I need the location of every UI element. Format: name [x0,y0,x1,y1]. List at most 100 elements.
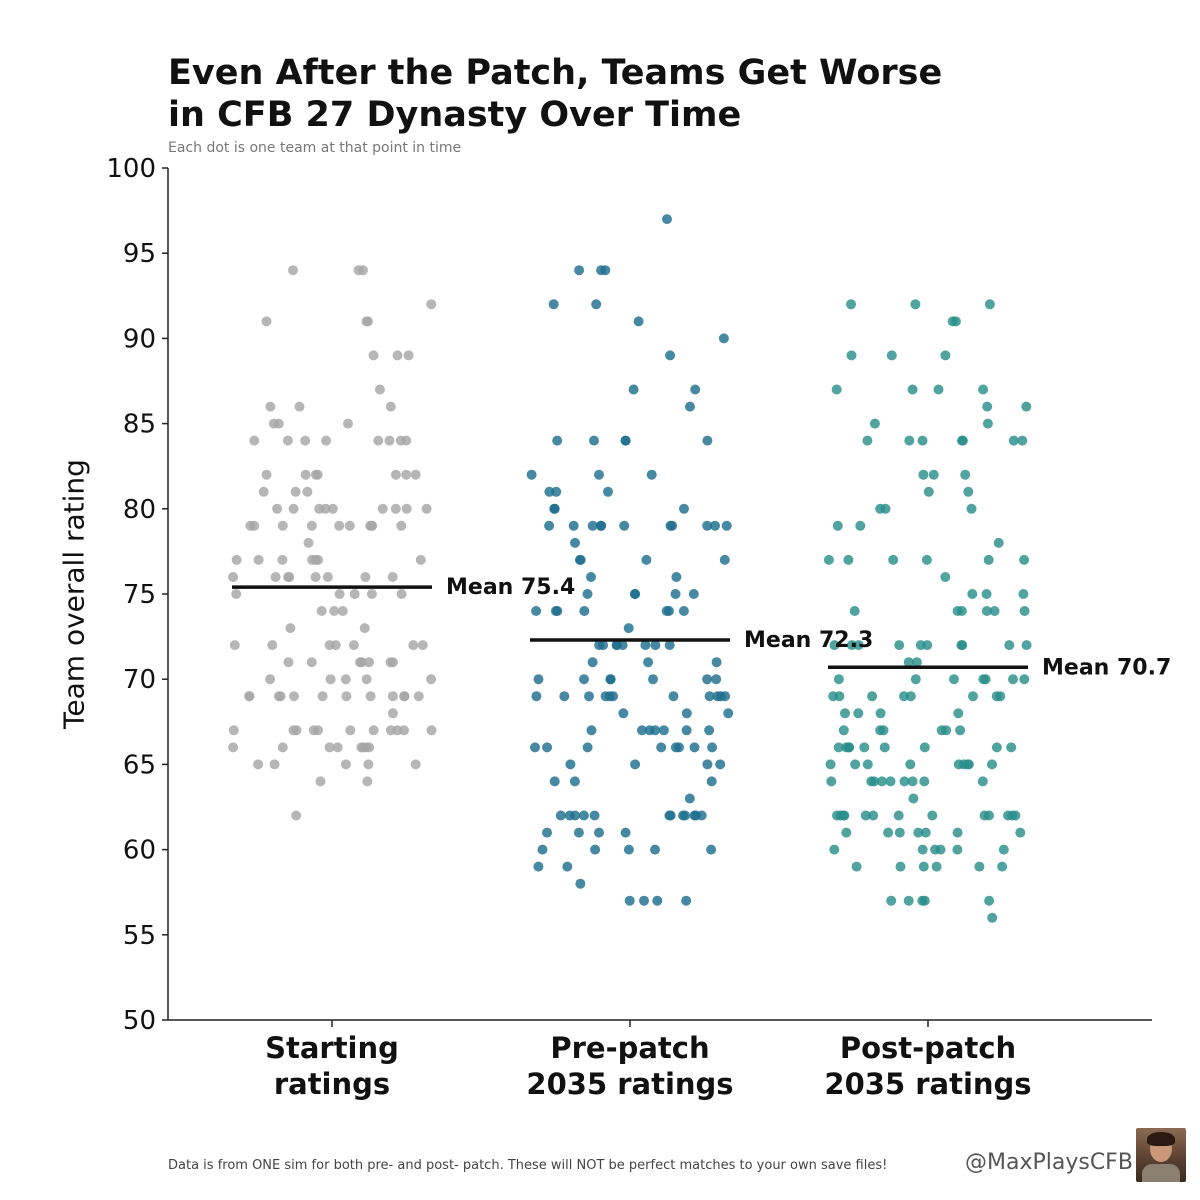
data-point [875,503,886,514]
data-point [317,691,328,702]
data-point [623,623,634,634]
data-point [334,520,345,531]
data-point [895,861,906,872]
data-point [706,844,717,855]
data-point [537,844,548,855]
data-point [410,759,421,770]
data-point [582,742,593,753]
data-point [1004,640,1015,651]
data-point [840,708,850,719]
data-point [306,520,317,531]
data-point [385,657,396,668]
data-point [957,435,968,446]
data-point [399,691,410,702]
x-category-label: Post-patch [840,1031,1016,1065]
data-point [327,503,338,514]
data-point [846,350,857,361]
data-point [828,691,839,702]
x-category-label: Starting [265,1031,399,1065]
data-point [868,810,879,821]
data-point [640,640,651,651]
x-category-label: 2035 ratings [824,1067,1031,1101]
data-point [952,844,963,855]
data-point [533,674,544,685]
data-point [894,827,905,838]
data-point [392,350,403,361]
data-point [628,384,639,395]
data-point [678,606,689,616]
data-point [291,810,302,821]
data-point [917,844,928,855]
data-point [396,589,407,599]
data-point [982,401,993,412]
data-point [952,827,963,838]
y-tick-label: 65 [123,750,156,780]
data-point [710,520,720,531]
data-point [702,759,713,770]
data-point [862,759,873,770]
data-point [940,350,951,361]
data-point [303,537,314,548]
data-point [888,554,899,565]
data-point [850,759,861,770]
data-point [966,503,977,514]
data-point [886,895,897,906]
data-point [718,333,729,344]
data-point [573,827,584,838]
data-point [542,827,552,838]
data-point [968,691,978,702]
data-point [356,657,367,668]
data-point [918,861,929,872]
data-point [689,810,700,821]
data-point [551,486,562,497]
data-point [841,827,852,838]
data-point [903,657,914,668]
data-point [587,520,598,531]
data-point [652,895,663,906]
data-point [273,691,284,702]
data-point [410,469,421,480]
data-point [1006,742,1017,753]
data-point [330,640,341,651]
data-point [390,469,401,480]
data-point [579,674,589,685]
data-point [364,657,375,668]
data-point [715,691,726,702]
data-point [329,606,340,616]
data-point [396,520,407,531]
data-point [620,827,631,838]
data-point [349,589,360,599]
data-point [1008,674,1018,685]
data-point [277,742,288,753]
data-point [702,674,713,685]
data-point [300,469,311,480]
data-point [368,350,379,361]
data-point [605,674,616,685]
data-point [582,589,593,599]
data-point [913,827,924,838]
mean-label: Mean 75.4 [446,575,575,600]
data-point [312,469,323,480]
data-point [345,725,356,736]
data-point [981,589,992,599]
x-category-label: ratings [274,1067,390,1101]
data-point [258,486,269,497]
data-point [1015,827,1026,838]
data-point [974,861,985,872]
data-point [316,606,327,616]
data-point [366,520,377,531]
data-point [947,316,958,327]
data-point [633,316,644,327]
data-point [875,708,886,719]
data-point [325,674,336,685]
data-point [987,912,998,923]
data-point [332,742,343,753]
data-point [228,572,239,582]
data-point [1019,554,1030,565]
data-point [643,657,654,668]
data-point [919,895,930,906]
data-point [885,776,896,787]
author-handle[interactable]: @MaxPlaysCFB [965,1150,1133,1175]
data-point [688,589,699,599]
